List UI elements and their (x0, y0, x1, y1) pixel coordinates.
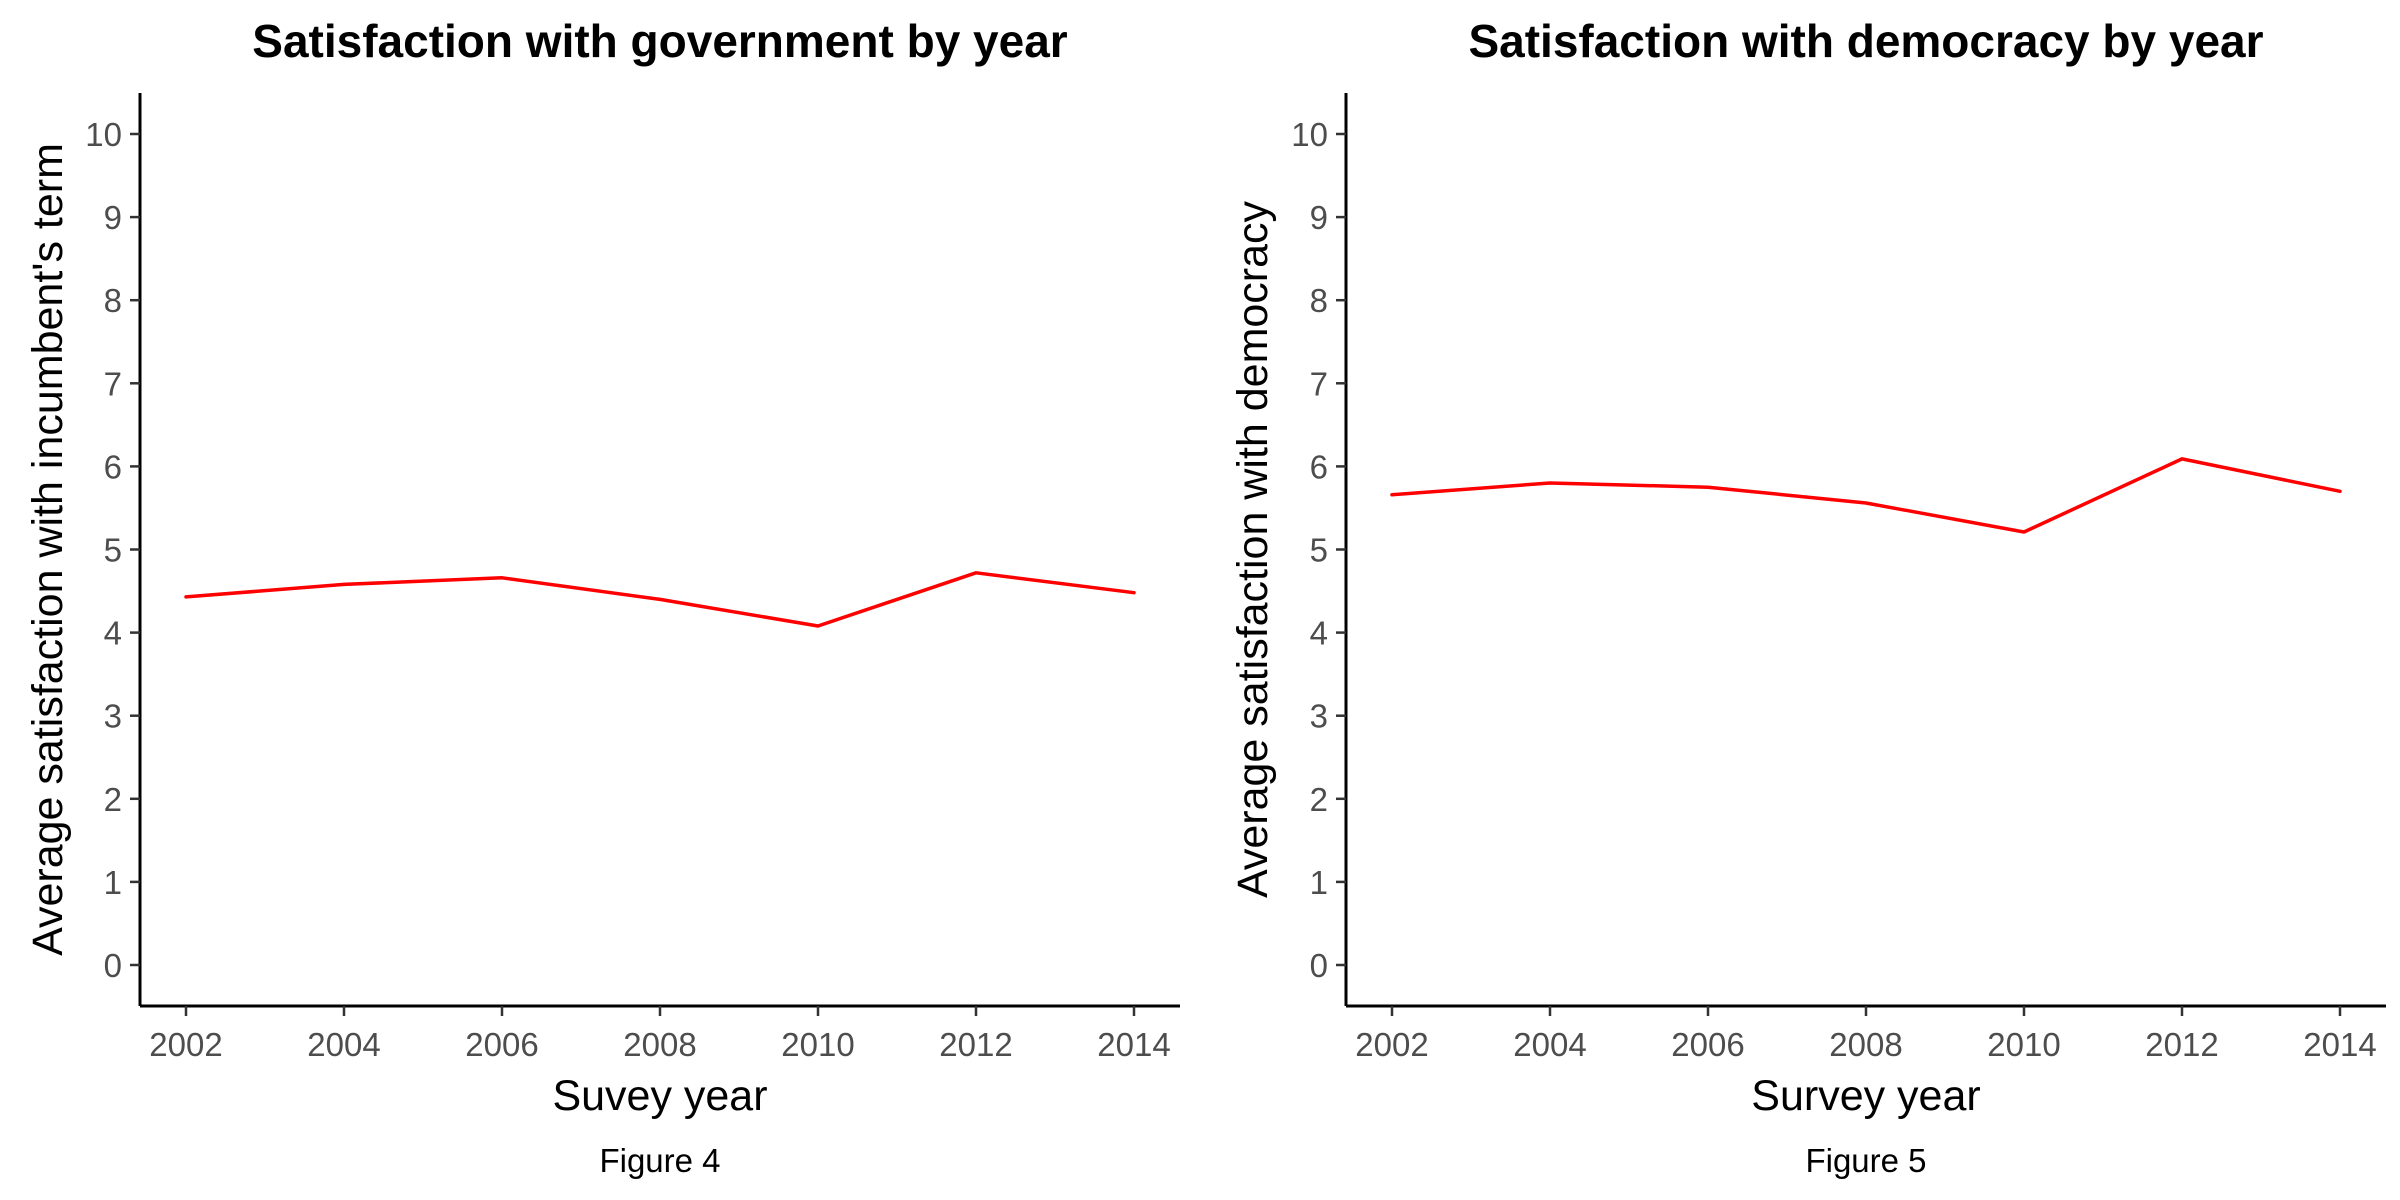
y-tick-label: 2 (1310, 781, 1328, 818)
x-tick-label: 2012 (2145, 1026, 2218, 1063)
y-tick-label: 6 (1310, 448, 1328, 485)
x-tick-label: 2004 (307, 1026, 380, 1063)
x-tick-label: 2012 (939, 1026, 1012, 1063)
x-tick-label: 2008 (623, 1026, 696, 1063)
x-tick-label: 2010 (781, 1026, 854, 1063)
x-tick-label: 2014 (1097, 1026, 1170, 1063)
y-tick-label: 0 (1310, 947, 1328, 984)
figure-caption: Figure 5 (1805, 1142, 1926, 1179)
y-tick-label: 8 (104, 282, 122, 319)
series-line (184, 571, 1136, 628)
y-tick-label: 9 (104, 199, 122, 236)
x-tick-label: 2006 (465, 1026, 538, 1063)
y-axis-title: Average satisfaction with democracy (1229, 200, 1277, 898)
series-line (1390, 457, 2342, 534)
y-tick-label: 5 (104, 532, 122, 569)
x-tick-label: 2006 (1671, 1026, 1744, 1063)
y-tick-label: 1 (104, 864, 122, 901)
x-tick-label: 2008 (1829, 1026, 1902, 1063)
y-tick-label: 3 (104, 698, 122, 735)
x-tick-label: 2002 (149, 1026, 222, 1063)
y-axis-title: Average satisfaction with incumbent's te… (24, 143, 72, 956)
y-tick-label: 6 (104, 448, 122, 485)
chart-title: Satisfaction with democracy by year (1468, 15, 2263, 67)
x-axis-title: Survey year (1751, 1072, 1980, 1120)
y-tick-label: 5 (1310, 532, 1328, 569)
x-tick-label: 2014 (2303, 1026, 2376, 1063)
y-tick-label: 10 (1291, 116, 1328, 153)
y-tick-label: 2 (104, 781, 122, 818)
y-tick-label: 9 (1310, 199, 1328, 236)
y-tick-label: 7 (1310, 365, 1328, 402)
y-tick-label: 10 (85, 116, 122, 153)
y-tick-label: 4 (1310, 615, 1328, 652)
chart-title: Satisfaction with government by year (252, 15, 1068, 67)
y-tick-label: 8 (1310, 282, 1328, 319)
x-tick-label: 2010 (1987, 1026, 2060, 1063)
y-tick-label: 0 (104, 947, 122, 984)
y-tick-label: 7 (104, 365, 122, 402)
y-tick-label: 1 (1310, 864, 1328, 901)
x-tick-label: 2004 (1513, 1026, 1586, 1063)
y-tick-label: 3 (1310, 698, 1328, 735)
figure-caption: Figure 4 (599, 1142, 720, 1179)
y-tick-label: 4 (104, 615, 122, 652)
x-tick-label: 2002 (1355, 1026, 1428, 1063)
x-axis-title: Suvey year (552, 1072, 767, 1120)
